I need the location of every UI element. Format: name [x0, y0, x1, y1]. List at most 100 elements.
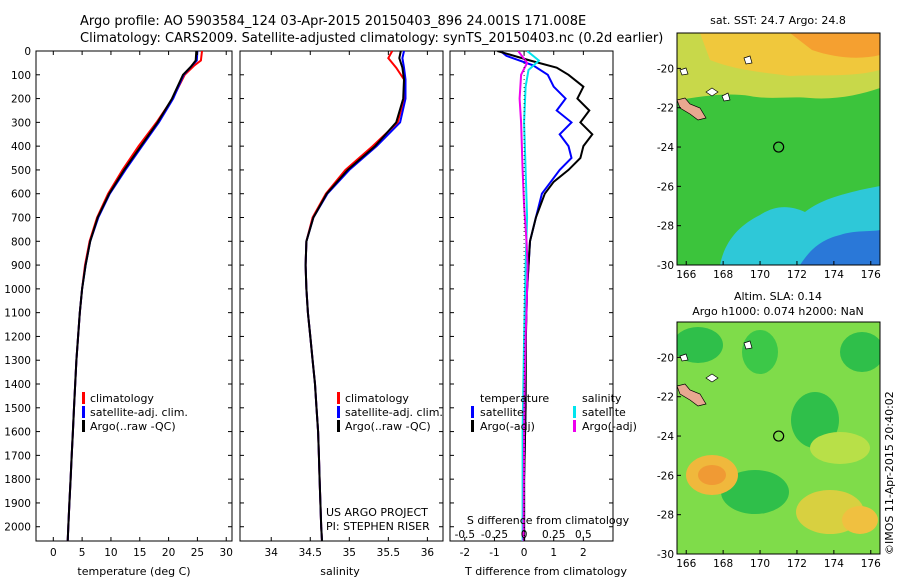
island-shape: [705, 373, 719, 383]
x-tick-label: 0: [521, 547, 528, 559]
depth-tick-label: 1300: [4, 355, 31, 367]
salinity-legend: climatology satellite-adj. clim. Argo(..…: [337, 392, 443, 433]
depth-tick-label: 900: [11, 260, 31, 272]
depth-tick-label: 0: [24, 46, 31, 58]
map-y-tick-label: -20: [657, 63, 674, 75]
x-tick-label: -1: [489, 547, 499, 559]
sla-low-patch: [721, 470, 789, 514]
depth-tick-label: 1000: [4, 284, 31, 296]
island-shape: [705, 87, 719, 97]
sla-map-title-2: Argo h1000: 0.074 h2000: NaN: [692, 305, 864, 318]
series-line-climatology: [304, 51, 405, 541]
sst-map-axes: 166 168 170 172 174 176 -20 -22 -24 -26 -28 -30: [657, 63, 881, 281]
sst-hot-patch: [790, 33, 880, 58]
depth-tick-label: 1500: [4, 403, 31, 415]
sst-map: [677, 33, 880, 265]
legend-label-satellite: satellite-adj. clim.: [345, 406, 443, 419]
legend-swatch-argo: [337, 420, 340, 432]
map-x-tick-label: 172: [787, 269, 807, 281]
new-caledonia-land: [677, 383, 707, 407]
header-title: Argo profile: AO 5903584_124 03-Apr-2015…: [80, 14, 587, 29]
map-y-tick-label: -30: [657, 260, 674, 272]
x-tick-label: 34: [265, 547, 279, 559]
island-shape: [721, 92, 731, 102]
legend-swatch-temp-satellite: [471, 406, 474, 418]
legend-label-argo: Argo(..raw -QC): [90, 420, 176, 433]
x-tick-label: 25: [191, 547, 204, 559]
legend-label-climatology: climatology: [345, 392, 409, 405]
series-line-temperature-argo-adj: [497, 51, 594, 541]
x-tick-label: 34.5: [299, 547, 322, 559]
map-y-tick-label: -28: [657, 221, 674, 233]
map-x-tick-label: 172: [787, 558, 807, 570]
difference-xlabel-top: S difference from climatology: [467, 514, 630, 527]
temperature-panel-frame: [35, 50, 233, 542]
legend-title-salinity: salinity: [582, 392, 622, 405]
series-line-satellite-adj-clim: [66, 51, 199, 541]
imos-credit: ©IMOS 11-Apr-2015 20:40:02: [883, 391, 896, 555]
island-shape: [679, 67, 689, 76]
depth-tick-label: 400: [11, 141, 31, 153]
sla-low-patch: [840, 332, 880, 372]
map-x-tick-label: 176: [861, 269, 881, 281]
legend-swatch-climatology: [82, 392, 85, 404]
map-y-tick-label: -24: [657, 431, 674, 443]
header-subtitle: Climatology: CARS2009. Satellite-adjuste…: [80, 31, 664, 46]
s-tick-label: 0.25: [542, 529, 565, 541]
legend-label-temp-satellite: satellite: [480, 406, 524, 419]
argo-position-marker: [773, 141, 785, 153]
sst-map-title: sat. SST: 24.7 Argo: 24.8: [710, 14, 846, 27]
island-shape: [743, 55, 753, 65]
legend-swatch-argo: [82, 420, 85, 432]
pi-annotation: PI: STEPHEN RISER: [326, 520, 430, 533]
legend-label-sal-argo: Argo(-adj): [582, 420, 637, 433]
sla-map-frame: [676, 321, 881, 555]
salinity-x-axis: 34 34.5 35 35.5 36: [265, 51, 434, 559]
s-tick-label: -0.5: [455, 529, 476, 541]
map-x-tick-label: 166: [676, 558, 696, 570]
map-x-tick-label: 174: [824, 269, 844, 281]
x-tick-label: -2: [460, 547, 470, 559]
series-line-argo-raw-qc: [66, 51, 198, 541]
salinity-plot: [304, 51, 407, 541]
map-x-tick-label: 176: [861, 558, 881, 570]
legend-swatch-temp-argo: [471, 420, 474, 432]
depth-tick-label: 1800: [4, 474, 31, 486]
s-tick-label: 0: [521, 529, 528, 541]
map-y-tick-label: -24: [657, 142, 674, 154]
salinity-panel-frame: [239, 50, 444, 542]
salinity-xlabel: salinity: [320, 565, 360, 578]
sla-map-title-1: Altim. SLA: 0.14: [734, 290, 822, 303]
difference-panel-frame: [449, 50, 614, 542]
sst-map-frame: [676, 32, 881, 266]
project-annotation: US ARGO PROJECT: [326, 506, 428, 519]
temperature-x-axis: 0 5 10 15 20 25 30: [50, 51, 233, 559]
sla-mid-patch: [810, 432, 870, 464]
map-y-tick-label: -26: [657, 470, 674, 482]
depth-tick-label: 500: [11, 165, 31, 177]
legend-label-satellite: satellite-adj. clim.: [90, 406, 188, 419]
depth-tick-label: 1900: [4, 498, 31, 510]
temperature-legend: climatology satellite-adj. clim. Argo(..…: [82, 392, 188, 433]
sla-low-patch: [677, 327, 723, 363]
map-x-tick-label: 168: [713, 269, 733, 281]
map-x-tick-label: 170: [750, 269, 770, 281]
x-tick-label: 0: [50, 547, 57, 559]
depth-tick-label: 600: [11, 189, 31, 201]
series-line-argo-raw-qc: [304, 51, 406, 541]
sst-cold-patch: [800, 230, 880, 265]
legend-label-climatology: climatology: [90, 392, 154, 405]
depth-tick-label: 1600: [4, 427, 31, 439]
legend-label-temp-argo: Argo(-adj): [480, 420, 535, 433]
series-line-salinity-satellite: [521, 51, 541, 541]
series-line-temperature-satellite: [499, 51, 573, 541]
series-line-salinity-argo-adj: [517, 51, 529, 541]
legend-label-sal-satellite: satellite: [582, 406, 626, 419]
difference-x-axis: -2 -1 0 1 2: [460, 51, 587, 559]
legend-label-argo: Argo(..raw -QC): [345, 420, 431, 433]
depth-tick-label: 800: [11, 236, 31, 248]
map-x-tick-label: 168: [713, 558, 733, 570]
depth-tick-label: 100: [11, 70, 31, 82]
legend-swatch-satellite: [337, 406, 340, 418]
